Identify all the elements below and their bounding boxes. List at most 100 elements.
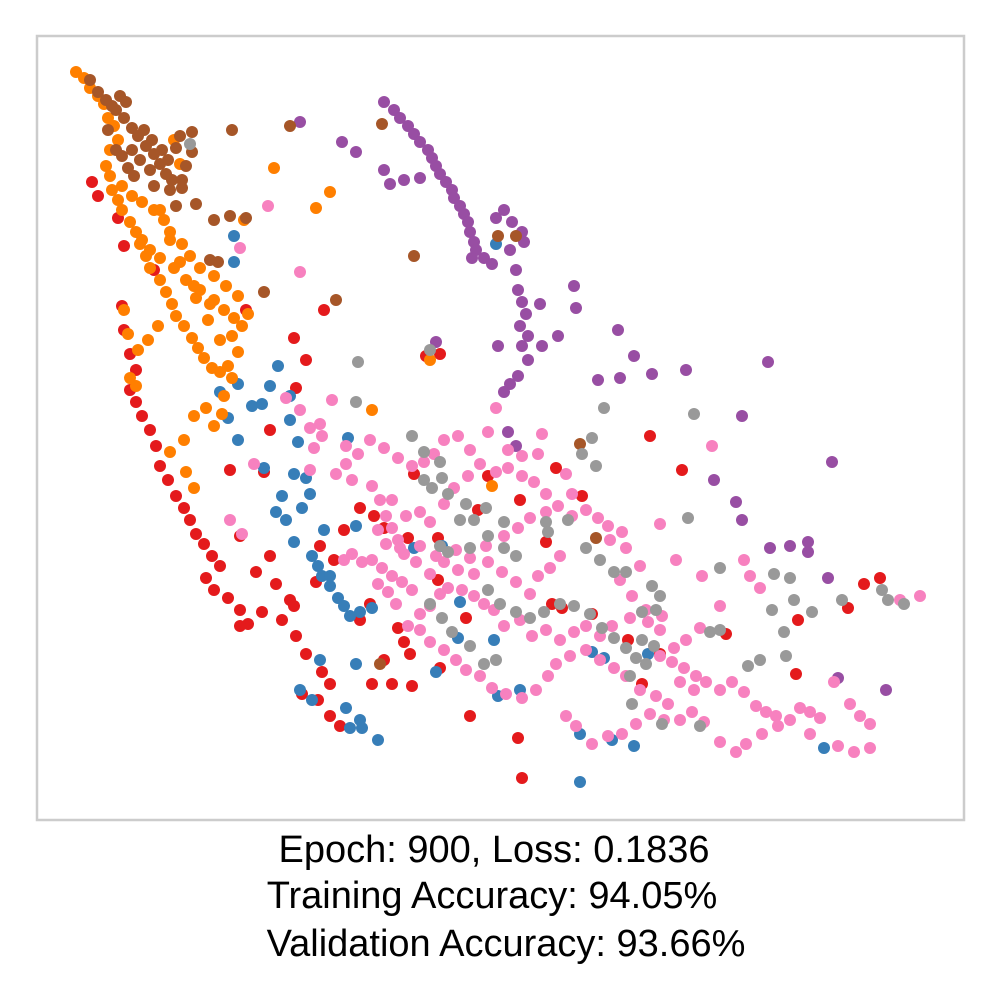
scatter-point: [714, 624, 726, 636]
scatter-point: [294, 684, 306, 696]
scatter-point: [394, 542, 406, 554]
scatter-point: [194, 284, 206, 296]
scatter-point: [148, 180, 160, 192]
scatter-point: [240, 212, 252, 224]
scatter-point: [864, 742, 876, 754]
scatter-point: [288, 600, 300, 612]
scatter-point: [338, 600, 350, 612]
scatter-point: [510, 576, 522, 588]
scatter-point: [232, 434, 244, 446]
scatter-point: [542, 670, 554, 682]
scatter-point: [706, 440, 718, 452]
scatter-point: [402, 620, 414, 632]
scatter-point: [232, 346, 244, 358]
scatter-point: [730, 496, 742, 508]
scatter-point: [804, 728, 816, 740]
scatter-point: [784, 714, 796, 726]
scatter-point: [152, 320, 164, 332]
scatter-point: [324, 570, 336, 582]
scatter-point: [788, 594, 800, 606]
scatter-point: [190, 528, 202, 540]
scatter-point: [146, 134, 158, 146]
scatter-point: [614, 372, 626, 384]
scatter-point: [634, 684, 646, 696]
scatter-point: [570, 302, 582, 314]
scatter-point: [418, 446, 430, 458]
scatter-point: [84, 74, 96, 86]
scatter-point: [398, 174, 410, 186]
scatter-point: [836, 594, 848, 606]
scatter-point: [158, 214, 170, 226]
scatter-point: [802, 546, 814, 558]
scatter-point: [626, 590, 638, 602]
scatter-point: [498, 620, 510, 632]
scatter-point: [386, 570, 398, 582]
scatter-point: [580, 504, 592, 516]
scatter-point: [414, 624, 426, 636]
scatter-point: [770, 710, 782, 722]
scatter-point: [714, 736, 726, 748]
scatter-point: [784, 572, 796, 584]
scatter-point: [294, 266, 306, 278]
scatter-point: [226, 330, 238, 342]
scatter-point: [392, 622, 404, 634]
scatter-point: [396, 576, 408, 588]
scatter-point: [112, 134, 124, 146]
scatter-point: [160, 286, 172, 298]
scatter-point: [620, 566, 632, 578]
scatter-point: [452, 430, 464, 442]
scatter-point: [234, 620, 246, 632]
scatter-point: [190, 198, 202, 210]
scatter-point: [540, 506, 552, 518]
scatter-point: [620, 542, 632, 554]
scatter-point: [822, 572, 834, 584]
scatter-point: [750, 700, 762, 712]
scatter-point: [768, 568, 780, 580]
scatter-point: [586, 738, 598, 750]
scatter-point: [314, 540, 326, 552]
scatter-point: [442, 488, 454, 500]
scatter-point: [736, 410, 748, 422]
scatter-point: [264, 380, 276, 392]
scatter-point: [194, 262, 206, 274]
scatter-point: [586, 432, 598, 444]
scatter-point: [340, 458, 352, 470]
scatter-point: [256, 398, 268, 410]
scatter-point: [292, 436, 304, 448]
scatter-point: [376, 562, 388, 574]
scatter-point: [406, 460, 418, 472]
scatter-point: [228, 256, 240, 268]
scatter-point: [524, 512, 536, 524]
scatter-point: [608, 662, 620, 674]
scatter-point: [848, 746, 860, 758]
scatter-point: [742, 660, 754, 672]
scatter-point: [176, 182, 188, 194]
scatter-point: [208, 270, 220, 282]
scatter-point: [106, 184, 118, 196]
scatter-point: [628, 740, 640, 752]
scatter-point: [514, 494, 526, 506]
scatter-point: [324, 678, 336, 690]
scatter-point: [686, 706, 698, 718]
scatter-point: [180, 274, 192, 286]
scatter-point: [594, 654, 606, 666]
scatter-point: [688, 684, 700, 696]
scatter-point: [528, 476, 540, 488]
scatter-point: [178, 502, 190, 514]
scatter-point: [744, 570, 756, 582]
scatter-point: [154, 204, 166, 216]
scatter-point: [606, 620, 618, 632]
scatter-point: [236, 320, 248, 332]
scatter-point: [494, 598, 506, 610]
scatter-point: [130, 380, 142, 392]
scatter-point: [552, 500, 564, 512]
scatter-point: [346, 474, 358, 486]
scatter-point: [154, 252, 166, 264]
scatter-point: [168, 262, 180, 274]
scatter-point: [394, 112, 406, 124]
scatter-point: [128, 170, 140, 182]
scatter-point: [392, 452, 404, 464]
scatter-point: [778, 626, 790, 638]
scatter-point: [510, 264, 522, 276]
scatter-point: [650, 690, 662, 702]
